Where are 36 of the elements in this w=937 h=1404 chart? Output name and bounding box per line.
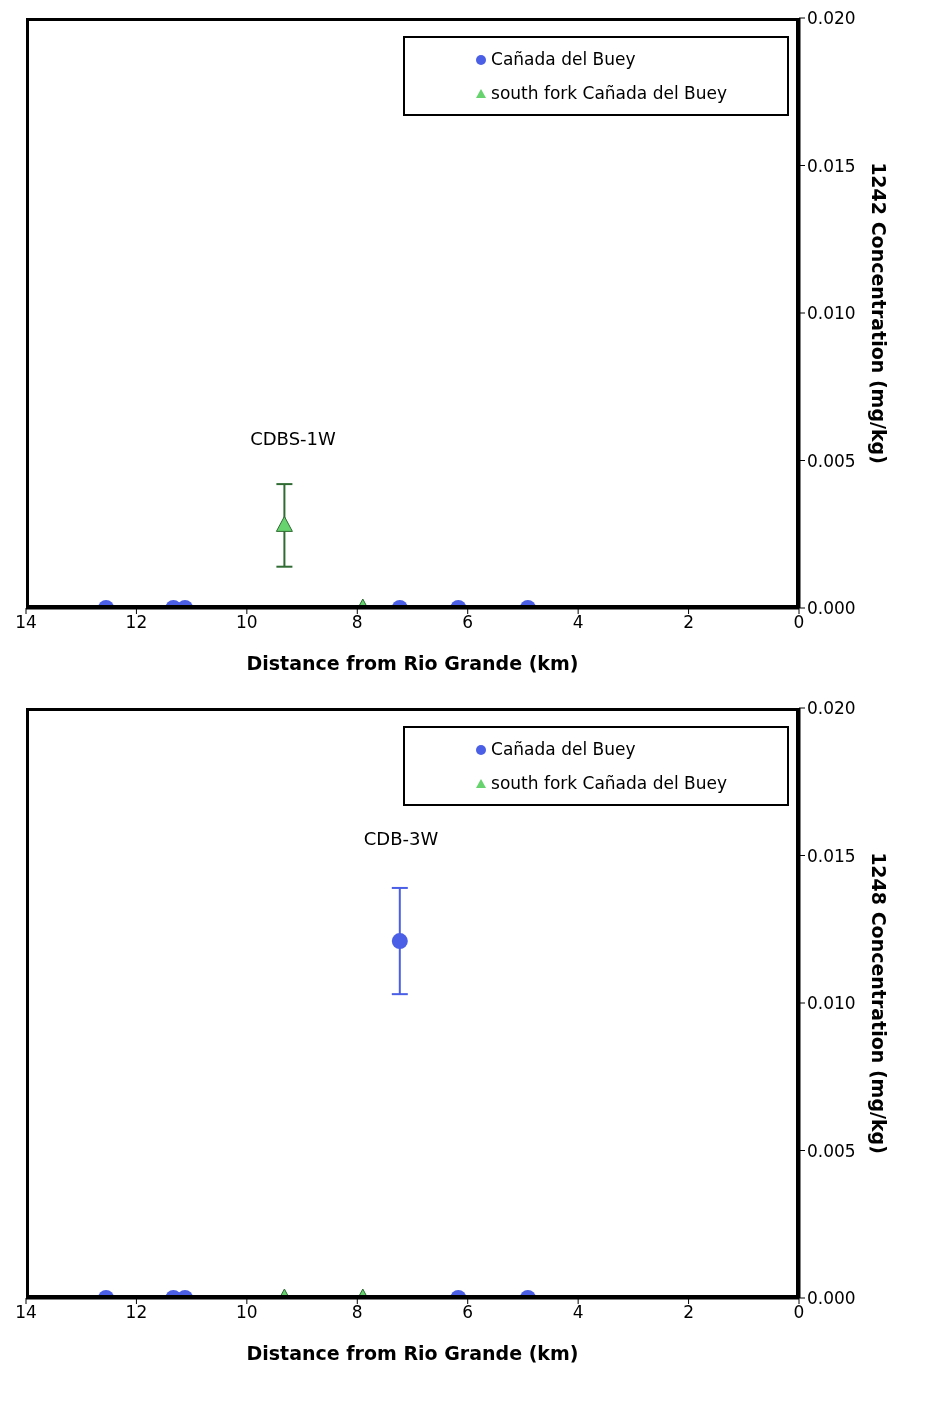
annotation: CDB-3W [363, 828, 439, 849]
y-axis-title: 1242 Concentration (mg/kg) [868, 162, 891, 464]
x-tick-label: 4 [572, 1302, 584, 1323]
x-axis-title: Distance from Rio Grande (km) [246, 1342, 579, 1364]
x-tick-label: 8 [351, 1302, 363, 1323]
x-tick-label: 0 [793, 612, 805, 633]
x-tick-label: 14 [15, 1302, 37, 1323]
legend-label: south fork Cañada del Buey [491, 83, 727, 103]
x-tick-label: 14 [15, 612, 37, 633]
x-tick-label: 4 [572, 612, 584, 633]
x-axis-title: Distance from Rio Grande (km) [246, 652, 579, 674]
x-tick-label: 6 [462, 1302, 474, 1323]
y-tick-label: 0.015 [807, 155, 856, 176]
annotation: CDBS-1W [250, 428, 336, 449]
x-tick-label: 6 [462, 612, 474, 633]
legend-label: Cañada del Buey [491, 739, 636, 759]
x-tick-label: 10 [236, 612, 258, 633]
x-tick-label: 2 [683, 612, 694, 633]
x-tick-label: 8 [351, 612, 363, 633]
y-tick-label: 0.020 [807, 8, 856, 29]
x-tick-label: 10 [236, 1302, 258, 1323]
x-tick-label: 0 [793, 1302, 805, 1323]
x-tick-label: 2 [683, 1302, 694, 1323]
y-axis-title: 1248 Concentration (mg/kg) [868, 852, 891, 1154]
legend-label: south fork Cañada del Buey [491, 773, 727, 793]
y-tick-label: 0.010 [807, 993, 856, 1014]
legend-label: Cañada del Buey [491, 49, 636, 69]
y-tick-label: 0.020 [807, 698, 856, 719]
y-tick-label: 0.000 [807, 1288, 856, 1309]
y-tick-label: 0.015 [807, 845, 856, 866]
x-tick-label: 12 [125, 1302, 148, 1323]
x-tick-label: 12 [125, 612, 148, 633]
y-tick-label: 0.005 [807, 1140, 856, 1161]
y-tick-label: 0.000 [807, 598, 856, 619]
y-tick-label: 0.010 [807, 303, 856, 324]
y-tick-label: 0.005 [807, 450, 856, 471]
